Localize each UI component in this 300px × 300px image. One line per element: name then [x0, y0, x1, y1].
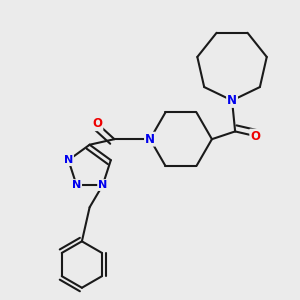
Text: N: N — [64, 155, 73, 165]
Text: N: N — [145, 133, 155, 146]
Text: N: N — [227, 94, 237, 107]
Text: N: N — [72, 180, 81, 190]
Text: O: O — [92, 117, 102, 130]
Text: O: O — [250, 130, 260, 142]
Text: N: N — [98, 180, 107, 190]
